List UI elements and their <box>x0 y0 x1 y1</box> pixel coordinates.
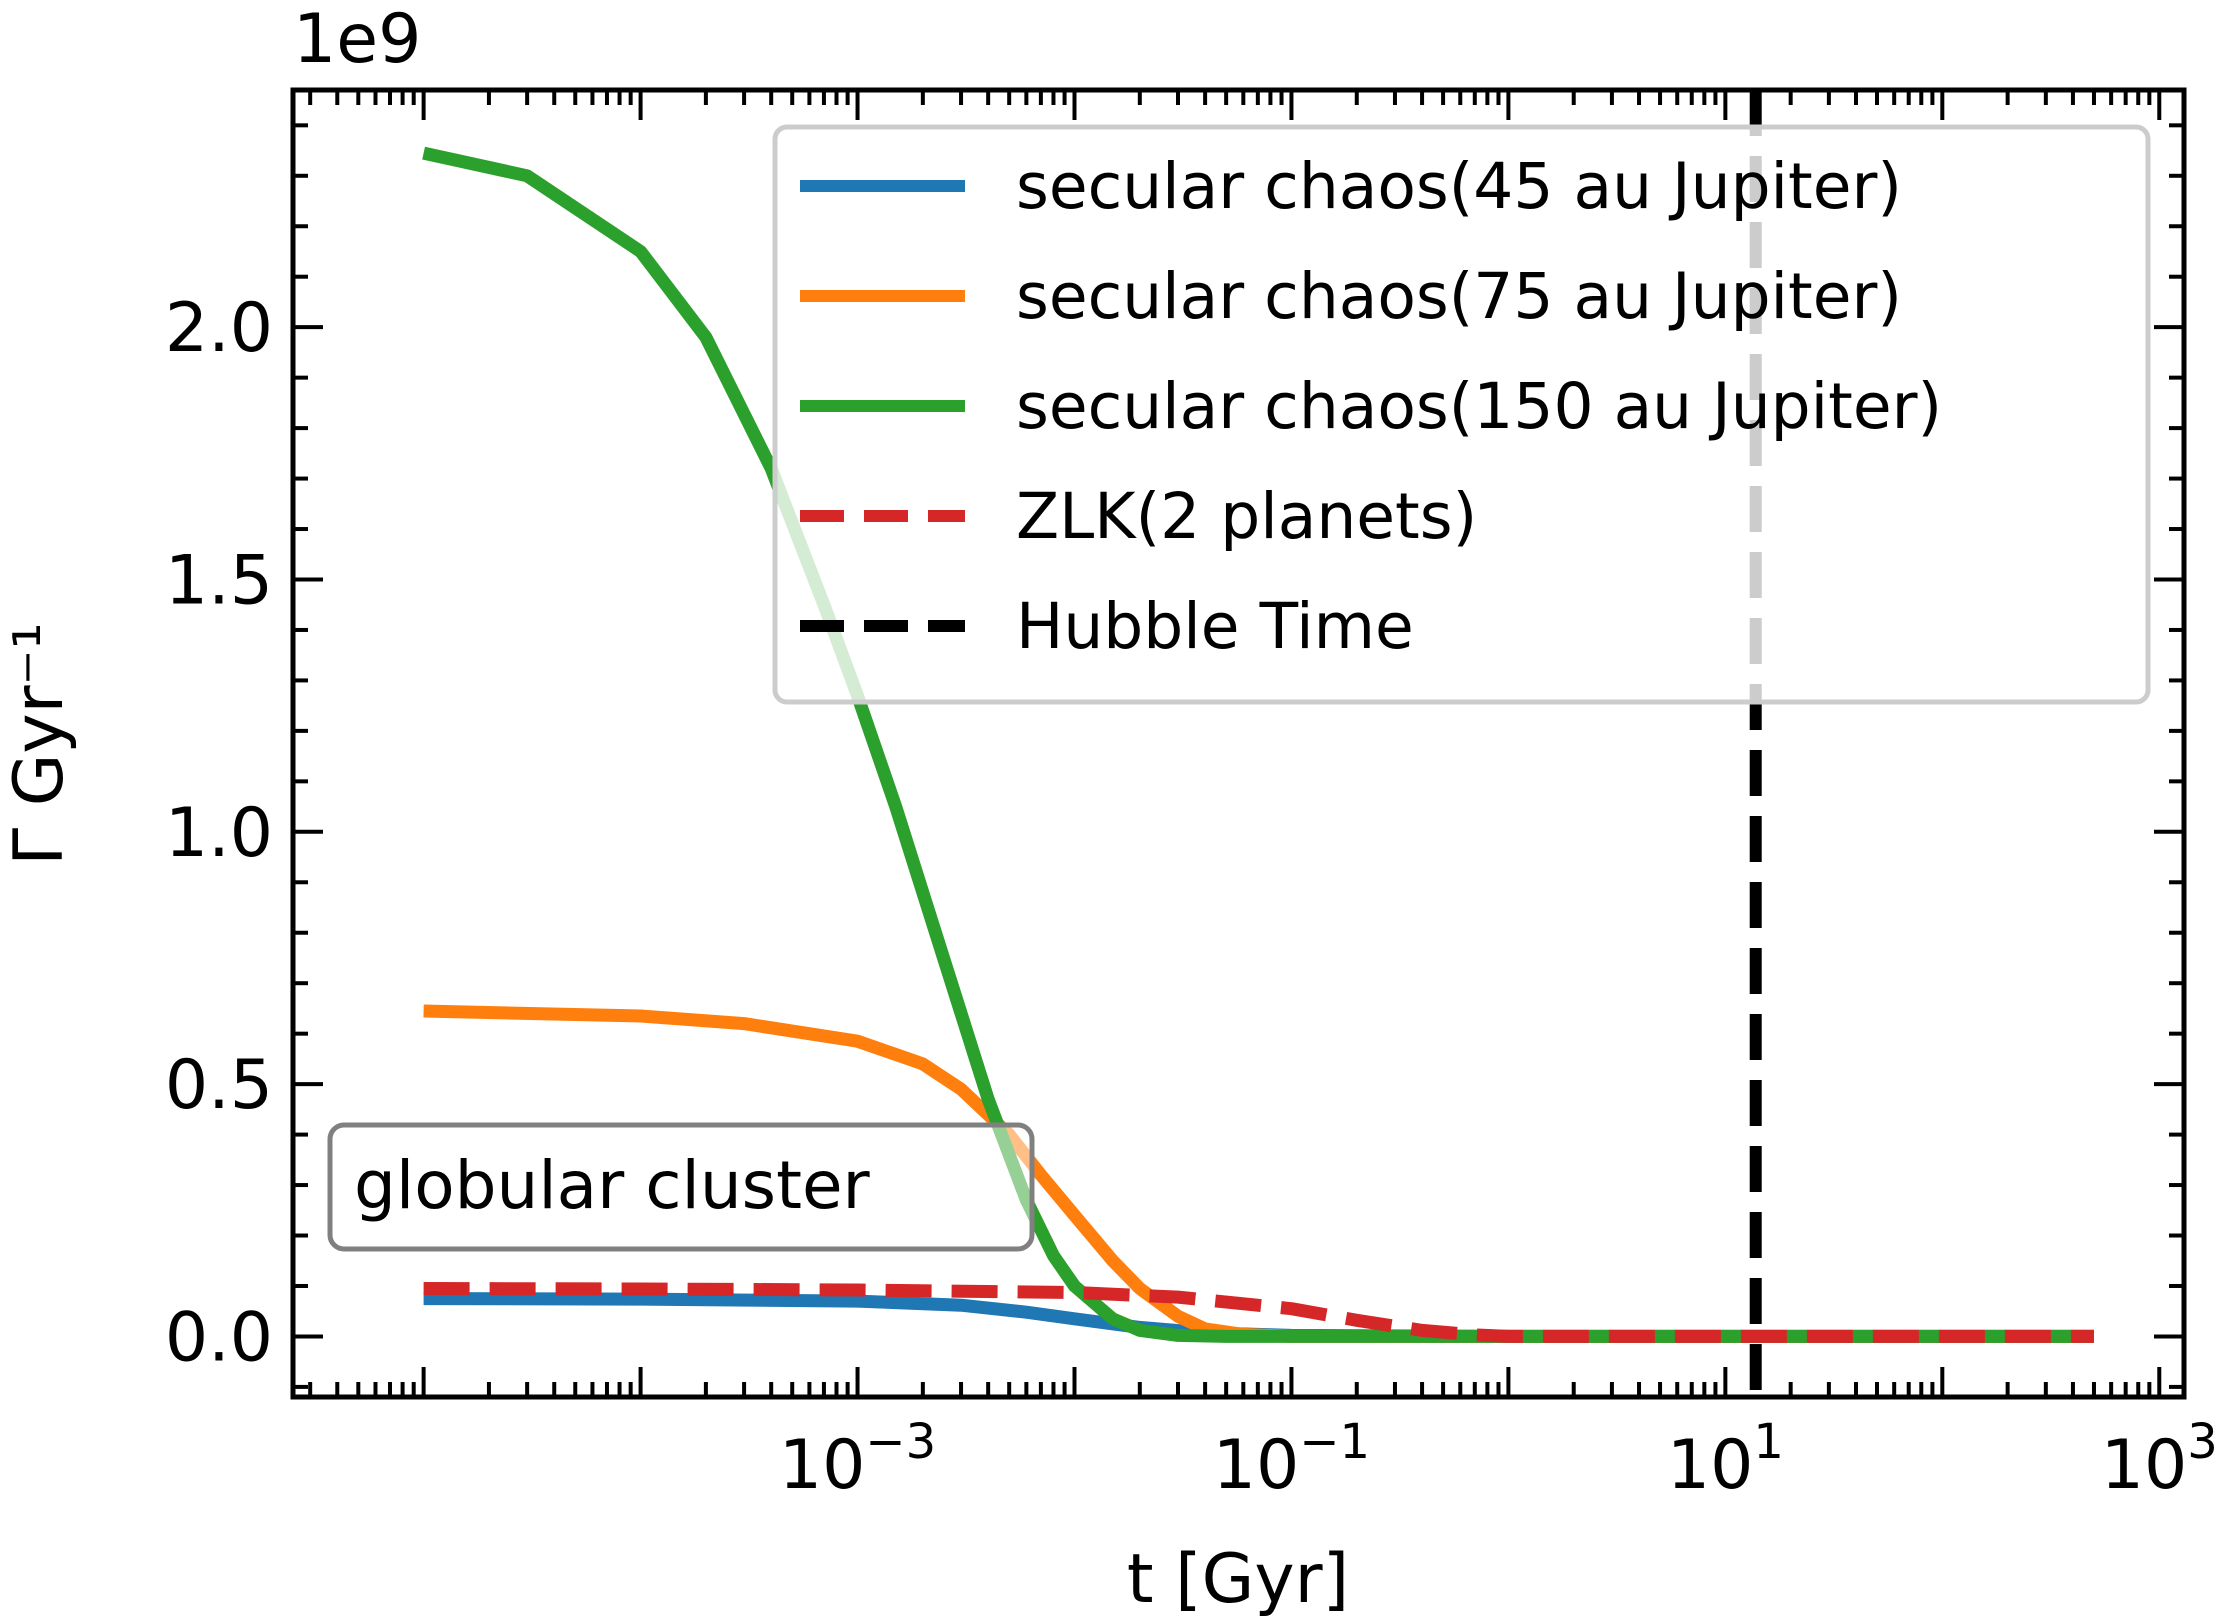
legend-label-1: secular chaos(45 au Jupiter) <box>1016 150 1902 223</box>
y-tick-label: 0.0 <box>165 1298 273 1377</box>
y-tick-label: 1.5 <box>165 541 273 620</box>
legend-label-2: secular chaos(75 au Jupiter) <box>1016 260 1902 333</box>
legend-label-3: secular chaos(150 au Jupiter) <box>1016 370 1942 443</box>
legend: secular chaos(45 au Jupiter) secular chao… <box>772 124 2151 705</box>
axes <box>290 87 2187 1400</box>
y-axis-label: Γ Gyr⁻¹ <box>0 622 79 866</box>
annotation-text: globular cluster <box>354 1147 871 1224</box>
plot-frame <box>290 87 2187 1400</box>
series-line-4 <box>423 1282 2094 1343</box>
series-line-3 <box>422 146 2094 1343</box>
x-tick-label: 10−1 <box>1213 1414 1370 1505</box>
ticks: 0.0 0.5 1.0 1.5 2.0 10−3 10−1 101 103 <box>165 90 2218 1505</box>
x-tick-label: 10−3 <box>779 1414 936 1505</box>
legend-frame <box>772 124 2151 705</box>
annotation-box <box>327 1122 1035 1252</box>
x-axis-label: t [Gyr] <box>1127 1540 1349 1619</box>
y-tick-label: 1.0 <box>165 794 273 873</box>
series-layer <box>422 146 2094 1343</box>
x-tick-label: 101 <box>1667 1414 1784 1505</box>
y-offset-label: 1e9 <box>293 0 421 79</box>
y-tick-label: 2.0 <box>165 289 273 368</box>
legend-label-4: ZLK(2 planets) <box>1016 480 1477 553</box>
y-tick-label: 0.5 <box>165 1046 273 1125</box>
legend-label-5: Hubble Time <box>1016 590 1414 663</box>
x-tick-label: 103 <box>2101 1414 2218 1505</box>
annotation-layer: globular cluster <box>327 1122 1035 1252</box>
